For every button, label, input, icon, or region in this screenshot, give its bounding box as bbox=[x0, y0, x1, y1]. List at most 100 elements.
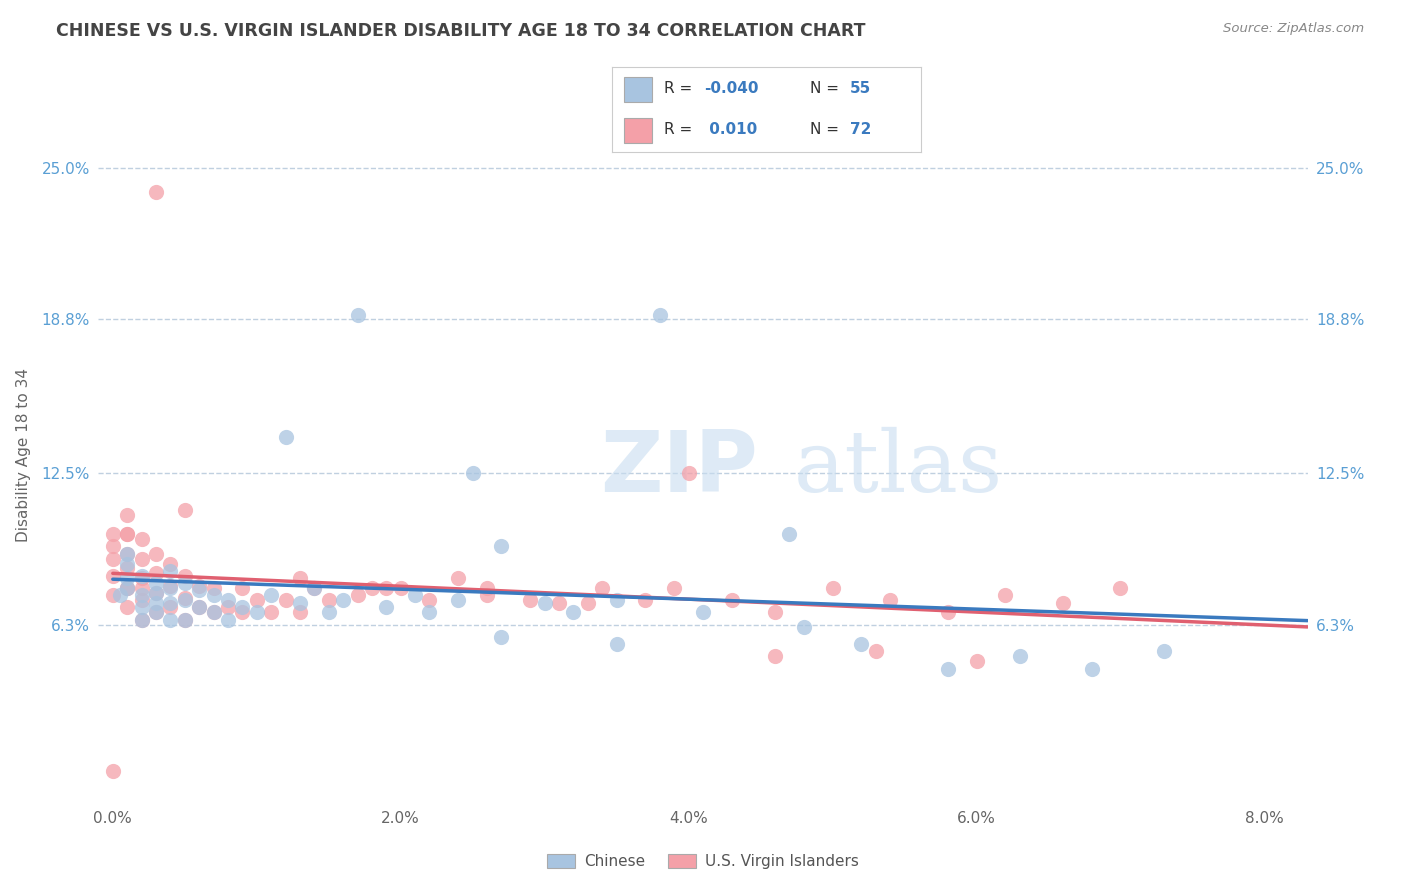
Point bbox=[475, 588, 498, 602]
Point bbox=[202, 581, 225, 595]
Point bbox=[173, 568, 195, 582]
Point bbox=[346, 588, 368, 602]
Point bbox=[145, 596, 167, 610]
Point bbox=[606, 637, 628, 651]
Point bbox=[115, 581, 138, 595]
Point bbox=[101, 568, 124, 582]
Text: R =: R = bbox=[664, 122, 697, 137]
Point bbox=[678, 467, 700, 481]
Point bbox=[115, 571, 138, 585]
Point bbox=[692, 606, 714, 620]
Point bbox=[288, 606, 311, 620]
Point bbox=[173, 503, 195, 517]
Point bbox=[115, 527, 138, 541]
Point bbox=[131, 613, 153, 627]
Point bbox=[115, 508, 138, 522]
Point bbox=[763, 606, 786, 620]
Point bbox=[188, 578, 211, 592]
Point bbox=[145, 606, 167, 620]
Point bbox=[332, 593, 354, 607]
Point bbox=[159, 564, 181, 578]
Text: ZIP: ZIP bbox=[600, 427, 758, 510]
Point bbox=[145, 586, 167, 600]
Point bbox=[145, 186, 167, 200]
Point bbox=[202, 606, 225, 620]
Legend: Chinese, U.S. Virgin Islanders: Chinese, U.S. Virgin Islanders bbox=[541, 848, 865, 875]
Point bbox=[1080, 661, 1102, 675]
Point bbox=[447, 593, 470, 607]
Point bbox=[101, 551, 124, 566]
Point bbox=[115, 561, 138, 575]
Y-axis label: Disability Age 18 to 34: Disability Age 18 to 34 bbox=[15, 368, 31, 542]
Point bbox=[115, 581, 138, 595]
Point bbox=[533, 596, 555, 610]
Point bbox=[375, 600, 398, 615]
Point bbox=[131, 568, 153, 582]
FancyBboxPatch shape bbox=[624, 118, 652, 143]
Point bbox=[274, 429, 297, 443]
Point bbox=[159, 596, 181, 610]
Text: CHINESE VS U.S. VIRGIN ISLANDER DISABILITY AGE 18 TO 34 CORRELATION CHART: CHINESE VS U.S. VIRGIN ISLANDER DISABILI… bbox=[56, 22, 866, 40]
Point bbox=[115, 581, 138, 595]
Point bbox=[173, 593, 195, 607]
Point bbox=[720, 593, 742, 607]
Point bbox=[173, 613, 195, 627]
Text: atlas: atlas bbox=[793, 427, 1002, 510]
Point bbox=[634, 593, 657, 607]
Point bbox=[145, 566, 167, 581]
Point bbox=[548, 596, 571, 610]
Point bbox=[461, 467, 484, 481]
Point bbox=[202, 606, 225, 620]
Point bbox=[936, 606, 959, 620]
Point bbox=[576, 596, 599, 610]
Point bbox=[231, 581, 253, 595]
Point bbox=[231, 600, 253, 615]
Point bbox=[188, 600, 211, 615]
Text: 0.010: 0.010 bbox=[704, 122, 758, 137]
Point bbox=[131, 551, 153, 566]
Point bbox=[145, 547, 167, 561]
Point bbox=[591, 581, 613, 595]
Point bbox=[361, 581, 384, 595]
Point bbox=[936, 661, 959, 675]
Point bbox=[304, 581, 326, 595]
Point bbox=[115, 600, 138, 615]
Text: -0.040: -0.040 bbox=[704, 81, 759, 96]
Point bbox=[131, 571, 153, 585]
Point bbox=[131, 532, 153, 546]
Text: N =: N = bbox=[810, 81, 844, 96]
Text: Source: ZipAtlas.com: Source: ZipAtlas.com bbox=[1223, 22, 1364, 36]
Point bbox=[217, 593, 239, 607]
Point bbox=[101, 588, 124, 602]
Point bbox=[288, 596, 311, 610]
FancyBboxPatch shape bbox=[624, 77, 652, 103]
Point bbox=[115, 547, 138, 561]
Point bbox=[404, 588, 426, 602]
Point bbox=[202, 588, 225, 602]
Point bbox=[145, 586, 167, 600]
Point bbox=[994, 588, 1017, 602]
Point bbox=[274, 593, 297, 607]
Point bbox=[1153, 644, 1175, 658]
Point bbox=[664, 581, 686, 595]
Point bbox=[145, 576, 167, 591]
Point bbox=[131, 581, 153, 595]
Text: R =: R = bbox=[664, 81, 697, 96]
Point bbox=[246, 606, 269, 620]
Point bbox=[447, 571, 470, 585]
Point bbox=[246, 593, 269, 607]
Point bbox=[418, 606, 440, 620]
Point bbox=[115, 527, 138, 541]
Point bbox=[389, 581, 412, 595]
Point bbox=[115, 557, 138, 571]
Point bbox=[318, 606, 340, 620]
Point bbox=[288, 571, 311, 585]
Point bbox=[1008, 649, 1031, 664]
Point bbox=[217, 600, 239, 615]
Point bbox=[879, 593, 901, 607]
Point bbox=[375, 581, 398, 595]
Point bbox=[648, 308, 671, 322]
Point bbox=[131, 600, 153, 615]
Point bbox=[346, 308, 368, 322]
Point bbox=[159, 557, 181, 571]
